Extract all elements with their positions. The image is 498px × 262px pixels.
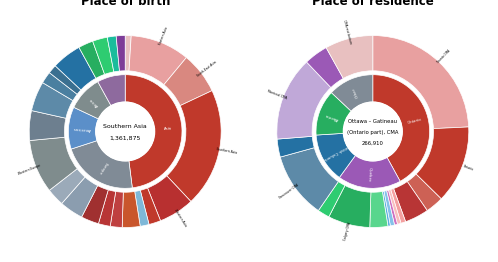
Wedge shape bbox=[74, 82, 111, 119]
Text: Southern Asia: Southern Asia bbox=[216, 147, 237, 155]
Text: Europe: Europe bbox=[97, 161, 108, 175]
Wedge shape bbox=[277, 136, 314, 157]
Wedge shape bbox=[116, 36, 125, 71]
Wedge shape bbox=[318, 182, 345, 217]
Wedge shape bbox=[386, 190, 397, 225]
Title: Place of birth: Place of birth bbox=[81, 0, 170, 8]
Text: Americas: Americas bbox=[73, 126, 91, 131]
Wedge shape bbox=[316, 93, 352, 135]
Text: Asia: Asia bbox=[164, 127, 172, 131]
Wedge shape bbox=[49, 66, 81, 94]
Wedge shape bbox=[370, 192, 388, 227]
Text: Western Europe: Western Europe bbox=[18, 163, 41, 176]
Wedge shape bbox=[384, 191, 394, 226]
Text: Ottawa – Gatineau: Ottawa – Gatineau bbox=[348, 119, 397, 124]
Wedge shape bbox=[82, 185, 108, 224]
Text: Alberta: Alberta bbox=[325, 113, 340, 121]
Text: Western Asia: Western Asia bbox=[173, 209, 187, 228]
Wedge shape bbox=[71, 141, 132, 188]
Wedge shape bbox=[29, 111, 66, 140]
Wedge shape bbox=[326, 36, 373, 78]
Wedge shape bbox=[55, 47, 96, 90]
Wedge shape bbox=[30, 137, 77, 190]
Wedge shape bbox=[125, 75, 182, 188]
Wedge shape bbox=[340, 155, 400, 188]
Text: Eastern Asia: Eastern Asia bbox=[158, 26, 168, 45]
Text: Toronto CMA: Toronto CMA bbox=[436, 49, 452, 65]
Text: 1,361,875: 1,361,875 bbox=[110, 136, 141, 141]
Text: Calgary CMA: Calgary CMA bbox=[343, 221, 351, 241]
Wedge shape bbox=[407, 174, 441, 211]
Wedge shape bbox=[98, 75, 125, 106]
Text: Vancouver CMA: Vancouver CMA bbox=[278, 183, 300, 199]
Wedge shape bbox=[79, 41, 105, 78]
Text: (Ontario part), CMA: (Ontario part), CMA bbox=[347, 130, 398, 135]
Wedge shape bbox=[329, 185, 371, 227]
Wedge shape bbox=[125, 36, 131, 71]
Wedge shape bbox=[280, 148, 338, 211]
Wedge shape bbox=[416, 127, 469, 199]
Wedge shape bbox=[31, 83, 73, 118]
Text: Quebec: Quebec bbox=[368, 167, 373, 182]
Wedge shape bbox=[382, 191, 390, 226]
Wedge shape bbox=[43, 73, 77, 101]
Title: Place of residence: Place of residence bbox=[312, 0, 434, 8]
Wedge shape bbox=[134, 190, 149, 226]
Text: Ontario: Ontario bbox=[407, 117, 422, 124]
Wedge shape bbox=[68, 107, 99, 149]
Text: Southern Asia: Southern Asia bbox=[103, 124, 147, 129]
Text: Other: Other bbox=[352, 86, 360, 98]
Text: Africa: Africa bbox=[88, 97, 99, 107]
Wedge shape bbox=[316, 133, 356, 177]
Wedge shape bbox=[373, 75, 430, 181]
Wedge shape bbox=[331, 75, 373, 111]
Text: South-East Asia: South-East Asia bbox=[196, 60, 217, 77]
Text: 266,910: 266,910 bbox=[362, 141, 384, 146]
Text: Ontario: Ontario bbox=[463, 164, 475, 172]
Wedge shape bbox=[388, 189, 401, 224]
Text: Montreal CMA: Montreal CMA bbox=[266, 89, 287, 100]
Wedge shape bbox=[99, 190, 116, 226]
Wedge shape bbox=[129, 36, 186, 85]
Wedge shape bbox=[167, 91, 221, 201]
Wedge shape bbox=[110, 192, 124, 227]
Wedge shape bbox=[140, 188, 160, 225]
Wedge shape bbox=[62, 177, 98, 217]
Wedge shape bbox=[93, 37, 114, 74]
Wedge shape bbox=[147, 176, 191, 221]
Wedge shape bbox=[164, 58, 212, 106]
Wedge shape bbox=[277, 62, 331, 139]
Wedge shape bbox=[393, 182, 427, 222]
Wedge shape bbox=[122, 192, 140, 227]
Wedge shape bbox=[107, 36, 120, 72]
Wedge shape bbox=[307, 48, 343, 88]
Wedge shape bbox=[49, 169, 85, 204]
Text: British Columbia: British Columbia bbox=[320, 143, 350, 162]
Wedge shape bbox=[373, 36, 469, 129]
Text: CMA rest bottom: CMA rest bottom bbox=[342, 19, 352, 45]
Circle shape bbox=[96, 102, 154, 161]
Circle shape bbox=[344, 102, 402, 161]
Wedge shape bbox=[390, 189, 406, 223]
